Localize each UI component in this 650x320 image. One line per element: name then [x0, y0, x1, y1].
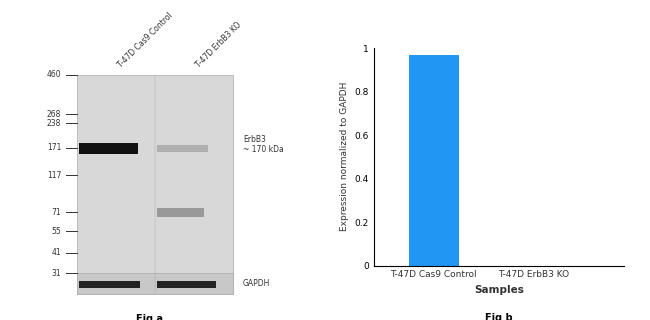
- Bar: [77, 75, 233, 294]
- Bar: [157, 208, 204, 217]
- Bar: [79, 281, 140, 288]
- Text: 460: 460: [47, 70, 61, 79]
- Text: 31: 31: [51, 269, 61, 278]
- Text: Fig b: Fig b: [485, 314, 513, 320]
- Text: ErbB3
~ 170 kDa: ErbB3 ~ 170 kDa: [243, 134, 284, 154]
- Text: GAPDH: GAPDH: [243, 279, 270, 288]
- Text: T-47D Cas9 Control: T-47D Cas9 Control: [116, 11, 174, 70]
- Text: Fig a: Fig a: [136, 314, 163, 320]
- Bar: [409, 54, 459, 266]
- X-axis label: Samples: Samples: [474, 285, 524, 295]
- Bar: [77, 273, 233, 294]
- Text: 41: 41: [51, 248, 61, 257]
- Text: 171: 171: [47, 143, 61, 152]
- Text: 268: 268: [47, 110, 61, 119]
- Bar: [157, 145, 208, 152]
- Bar: [79, 143, 138, 154]
- Text: T-47D ErbB3 KO: T-47D ErbB3 KO: [194, 21, 242, 70]
- Bar: [157, 281, 216, 288]
- Text: 55: 55: [51, 227, 61, 236]
- Text: 71: 71: [51, 208, 61, 217]
- Text: 238: 238: [47, 119, 61, 128]
- Y-axis label: Expression normalized to GAPDH: Expression normalized to GAPDH: [340, 82, 349, 231]
- Text: 117: 117: [47, 171, 61, 180]
